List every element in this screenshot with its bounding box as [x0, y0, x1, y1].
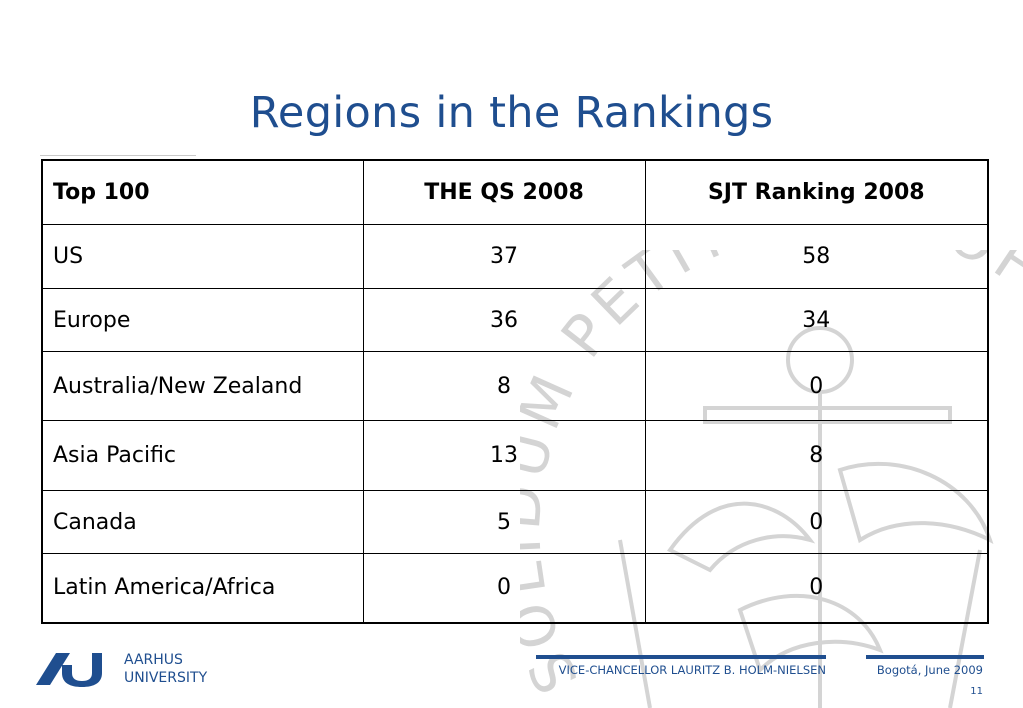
region-cell: Europe	[41, 288, 364, 352]
university-name-line1: AARHUS	[124, 652, 183, 668]
aarhus-university-logo-icon	[36, 653, 102, 687]
header-region: Top 100	[41, 159, 364, 225]
table-row: Asia Pacific 13 8	[41, 420, 989, 491]
the-qs-cell: 8	[362, 351, 646, 421]
table-row: Europe 36 34	[41, 288, 989, 352]
table-row: US 37 58	[41, 224, 989, 289]
university-name: AARHUS UNIVERSITY	[124, 651, 207, 687]
region-cell: Australia/New Zealand	[41, 351, 364, 421]
the-qs-cell: 37	[362, 224, 646, 289]
rankings-table: Top 100 THE QS 2008 SJT Ranking 2008 US …	[41, 159, 989, 624]
table-row: Latin America/Africa 0 0	[41, 553, 989, 623]
header-sjt: SJT Ranking 2008	[644, 159, 989, 225]
footer-speaker: VICE-CHANCELLOR LAURITZ B. HOLM-NIELSEN	[558, 663, 826, 677]
table-row: Australia/New Zealand 8 0	[41, 351, 989, 421]
slide-title: Regions in the Rankings	[249, 88, 774, 138]
region-cell: Latin America/Africa	[41, 553, 364, 623]
the-qs-cell: 13	[362, 420, 646, 491]
sjt-cell: 0	[644, 553, 989, 623]
sjt-cell: 0	[644, 490, 989, 554]
table-row: Canada 5 0	[41, 490, 989, 554]
the-qs-cell: 0	[362, 553, 646, 623]
region-cell: US	[41, 224, 364, 289]
university-name-line2: UNIVERSITY	[124, 670, 208, 686]
sjt-cell: 0	[644, 351, 989, 421]
footer-bar-speaker	[536, 655, 826, 659]
sjt-cell: 58	[644, 224, 989, 289]
region-cell: Canada	[41, 490, 364, 554]
footer-date: Bogotá, June 2009	[876, 663, 983, 677]
sjt-cell: 8	[644, 420, 989, 491]
the-qs-cell: 5	[362, 490, 646, 554]
page-number: 11	[970, 686, 983, 697]
region-cell: Asia Pacific	[41, 420, 364, 491]
footer-bar-date	[866, 655, 984, 659]
table-header-row: Top 100 THE QS 2008 SJT Ranking 2008	[41, 159, 989, 225]
the-qs-cell: 36	[362, 288, 646, 352]
header-the-qs: THE QS 2008	[362, 159, 646, 225]
sjt-cell: 34	[644, 288, 989, 352]
title-divider	[40, 155, 196, 156]
